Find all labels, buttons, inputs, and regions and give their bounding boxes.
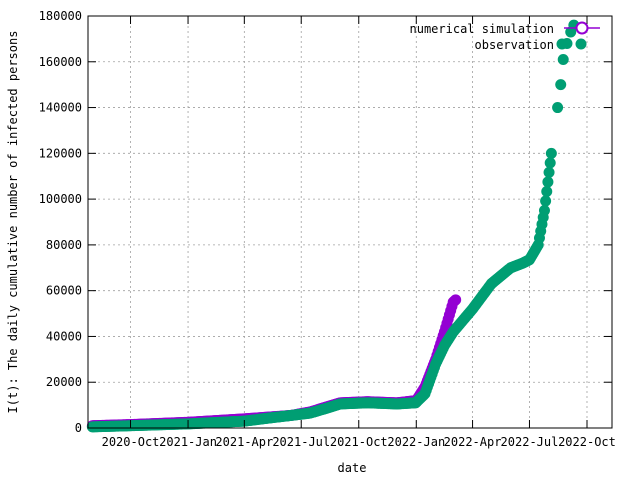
observation-point <box>545 147 557 159</box>
grid-lines <box>88 16 612 428</box>
y-tick-label: 80000 <box>46 238 82 252</box>
y-tick-label: 0 <box>75 421 82 435</box>
simulation-point <box>450 294 462 306</box>
y-tick-label: 180000 <box>39 9 82 23</box>
plot-frame <box>87 15 613 429</box>
x-axis-label: date <box>338 461 367 475</box>
y-axis-label: I(t): The daily cumulative number of inf… <box>6 31 20 414</box>
series-numerical-simulation <box>86 294 462 432</box>
x-tick-label: 2022-Jan <box>387 435 445 449</box>
observation-point <box>541 185 553 197</box>
x-tick-label: 2021-Jan <box>159 435 217 449</box>
observation-point <box>557 53 569 65</box>
y-axis-ticks: 0 20000 40000 60000 80000 100000 120000 140000 1… <box>39 9 612 435</box>
x-tick-label: 2021-Apr <box>215 435 273 449</box>
y-tick-label: 160000 <box>39 55 82 69</box>
legend: numerical simulation observation <box>410 21 600 52</box>
legend-label-observation: observation <box>475 38 554 52</box>
observation-point <box>552 102 564 114</box>
x-tick-label: 2020-Oct <box>102 435 160 449</box>
x-tick-label: 2022-Jul <box>501 435 559 449</box>
observation-point <box>542 176 554 188</box>
observation-point <box>543 166 555 178</box>
series-observation <box>86 19 580 433</box>
x-tick-label: 2021-Oct <box>330 435 388 449</box>
observation-point <box>544 157 556 169</box>
legend-marker-observation-1 <box>556 38 568 50</box>
y-tick-label: 100000 <box>39 192 82 206</box>
observation-point <box>538 205 550 217</box>
x-tick-label: 2022-Oct <box>558 435 616 449</box>
y-tick-label: 140000 <box>39 101 82 115</box>
legend-marker-observation-2 <box>575 38 587 50</box>
y-tick-label: 60000 <box>46 284 82 298</box>
y-tick-label: 20000 <box>46 375 82 389</box>
legend-label-simulation: numerical simulation <box>410 22 555 36</box>
y-tick-label: 40000 <box>46 329 82 343</box>
y-tick-label: 120000 <box>39 146 82 160</box>
x-tick-label: 2021-Jul <box>272 435 330 449</box>
x-tick-label: 2022-Apr <box>444 435 502 449</box>
observation-point <box>555 79 567 91</box>
observation-point <box>540 195 552 207</box>
legend-marker-simulation <box>575 21 589 35</box>
